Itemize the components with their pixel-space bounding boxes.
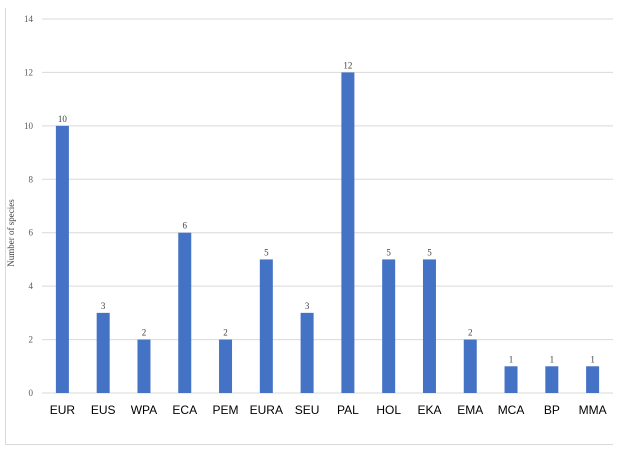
data-label-eura: 5 xyxy=(264,247,269,257)
bar-pal xyxy=(341,72,355,393)
y-axis-title: Number of species xyxy=(6,199,16,267)
bars xyxy=(55,72,600,393)
x-tick-label-eur: EUR xyxy=(50,403,76,417)
x-tick-label-ema: EMA xyxy=(457,403,483,417)
data-label-pem: 2 xyxy=(223,328,228,338)
y-tick-label: 6 xyxy=(29,228,34,238)
y-tick-label: 10 xyxy=(24,121,34,131)
x-tick-label-eus: EUS xyxy=(91,403,116,417)
chart-frame xyxy=(5,8,613,445)
bar-mca xyxy=(504,366,518,393)
data-label-pal: 12 xyxy=(343,60,352,70)
bar-seu xyxy=(300,312,314,393)
x-axis-ticks: EUR EUS WPA ECA PEM EURA SEU PAL HOL EKA EMA MCA BP M… xyxy=(50,403,607,417)
x-tick-label-mca: MCA xyxy=(498,403,525,417)
x-tick-label-pem: PEM xyxy=(213,403,239,417)
bar-ema xyxy=(463,339,477,393)
y-axis-ticks: 0 2 4 6 8 10 12 14 xyxy=(24,14,34,398)
x-tick-label-hol: HOL xyxy=(376,403,401,417)
bar-eus xyxy=(96,312,110,393)
data-label-bp: 1 xyxy=(550,354,555,364)
bar-bp xyxy=(545,366,559,393)
y-tick-label: 8 xyxy=(29,174,34,184)
x-tick-label-seu: SEU xyxy=(295,403,320,417)
data-label-mca: 1 xyxy=(509,354,514,364)
y-tick-label: 2 xyxy=(29,335,34,345)
bar-eur xyxy=(55,125,69,393)
data-labels: 10 3 2 6 2 5 3 12 5 5 2 1 1 1 xyxy=(58,60,595,364)
y-tick-label: 14 xyxy=(24,14,34,24)
grid-lines xyxy=(42,18,613,394)
data-label-eca: 6 xyxy=(183,221,188,231)
data-label-eur: 10 xyxy=(58,114,68,124)
data-label-eus: 3 xyxy=(101,301,106,311)
bar-eka xyxy=(422,259,436,393)
bar-wpa xyxy=(137,339,151,393)
x-tick-label-eura: EURA xyxy=(250,403,283,417)
x-tick-label-wpa: WPA xyxy=(131,403,157,417)
x-tick-label-mma: MMA xyxy=(579,403,607,417)
data-label-eka: 5 xyxy=(427,247,432,257)
bar-eca xyxy=(178,232,192,393)
y-tick-label: 12 xyxy=(24,67,33,77)
y-tick-label: 4 xyxy=(29,281,34,291)
x-tick-label-pal: PAL xyxy=(337,403,359,417)
bar-hol xyxy=(382,259,396,393)
x-tick-label-bp: BP xyxy=(544,403,560,417)
data-label-ema: 2 xyxy=(468,328,473,338)
bar-eura xyxy=(259,259,273,393)
x-tick-label-eca: ECA xyxy=(172,403,197,417)
data-label-hol: 5 xyxy=(386,247,391,257)
bar-pem xyxy=(219,339,233,393)
bar-mma xyxy=(586,366,600,393)
data-label-wpa: 2 xyxy=(142,328,147,338)
data-label-seu: 3 xyxy=(305,301,310,311)
y-tick-label: 0 xyxy=(29,388,34,398)
x-tick-label-eka: EKA xyxy=(417,403,441,417)
data-label-mma: 1 xyxy=(590,354,595,364)
